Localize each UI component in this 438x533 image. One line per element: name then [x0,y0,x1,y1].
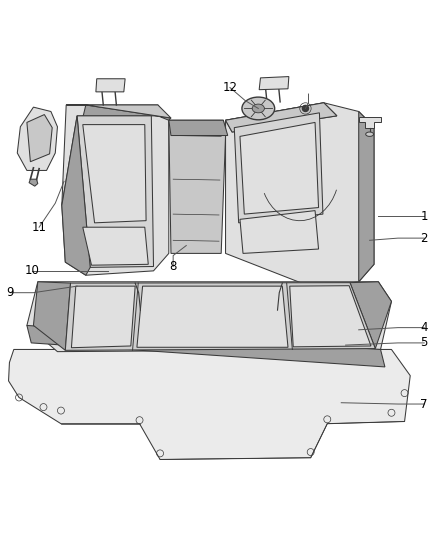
Polygon shape [226,103,337,132]
Polygon shape [9,350,410,459]
Polygon shape [27,282,392,352]
Polygon shape [83,227,148,265]
Text: 9: 9 [7,286,14,299]
Polygon shape [226,103,337,132]
Text: 8: 8 [170,260,177,273]
Polygon shape [66,105,171,118]
Polygon shape [77,116,153,268]
Polygon shape [169,120,226,253]
Polygon shape [27,326,385,367]
Polygon shape [65,282,375,350]
Polygon shape [33,282,71,350]
Polygon shape [290,286,371,347]
Polygon shape [350,282,392,349]
Polygon shape [17,107,57,171]
Text: 7: 7 [420,398,428,410]
Text: 1: 1 [420,210,428,223]
Ellipse shape [366,132,374,136]
Polygon shape [240,123,318,214]
Polygon shape [240,211,318,253]
Text: 5: 5 [420,336,428,350]
Text: 4: 4 [420,321,428,334]
Text: 11: 11 [32,221,46,233]
Polygon shape [359,111,374,282]
Polygon shape [169,120,228,135]
Polygon shape [226,103,374,288]
Text: 12: 12 [223,81,237,94]
Polygon shape [83,125,146,223]
Polygon shape [27,115,52,161]
Ellipse shape [252,104,265,113]
Circle shape [302,106,308,111]
Polygon shape [359,117,381,128]
Polygon shape [96,79,125,92]
Text: 10: 10 [25,264,39,277]
Polygon shape [62,116,90,275]
Polygon shape [62,105,171,205]
Ellipse shape [242,97,275,120]
Polygon shape [62,105,169,275]
Polygon shape [29,179,38,186]
Polygon shape [71,286,135,348]
Polygon shape [137,286,288,348]
Text: 2: 2 [420,232,428,245]
Polygon shape [259,77,289,90]
Polygon shape [234,113,323,223]
